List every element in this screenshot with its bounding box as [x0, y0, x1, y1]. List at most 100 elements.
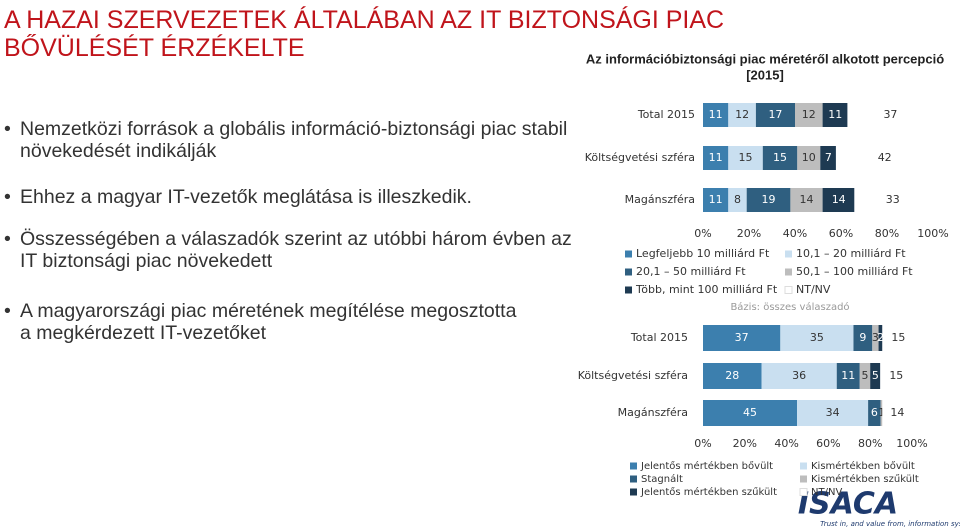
data-label: 9 [859, 331, 866, 344]
data-label: 33 [886, 193, 900, 206]
data-label: 15 [889, 369, 903, 382]
bar-segment [822, 103, 848, 127]
logo-name: ISACA [798, 487, 898, 522]
bullet: Nemzetközi források a globális informáci… [4, 118, 580, 162]
y-tick-label: Magánszféra [618, 406, 688, 419]
bar-segment [822, 188, 855, 212]
bar-segment [746, 188, 791, 212]
x-tick-label: 100% [896, 437, 927, 450]
legend-swatch [784, 286, 793, 294]
data-label: 14 [890, 406, 904, 419]
data-label: 11 [709, 108, 723, 121]
y-tick-label: Total 2015 [637, 108, 695, 121]
data-label: 12 [802, 108, 816, 121]
bar-segment [853, 325, 873, 351]
legend-swatch [800, 475, 807, 483]
bullet-list: Nemzetközi források a globális informáci… [4, 118, 584, 344]
data-label: 7 [825, 151, 832, 164]
legend-swatch [630, 462, 637, 470]
data-label: 45 [743, 406, 757, 419]
data-label: 11 [841, 369, 855, 382]
data-label: 2 [877, 331, 884, 344]
legend-label: Stagnált [641, 473, 683, 485]
bar-segment [880, 362, 913, 390]
legend-label: Több, mint 100 milliárd Ft [635, 283, 778, 296]
bar-segment [703, 325, 781, 351]
data-label: 15 [739, 151, 753, 164]
legend-label: 50,1 – 100 milliárd Ft [796, 265, 913, 278]
legend-label: NT/NV [811, 487, 842, 498]
data-label: 17 [768, 108, 782, 121]
bullet: A magyarországi piac méretének megítélés… [4, 300, 520, 344]
x-tick-label: 20% [737, 227, 761, 240]
legend-swatch [630, 488, 637, 496]
data-label: 8 [734, 193, 741, 206]
bar-segment [872, 325, 879, 351]
bar-segment [820, 146, 837, 170]
bullet: Összességében a válaszadók szerint az ut… [4, 228, 580, 272]
data-label: 15 [773, 151, 787, 164]
bar-segment [755, 103, 795, 127]
bar-segment [859, 363, 871, 389]
data-label: 3 [872, 331, 879, 344]
legend-label: Legfeljebb 10 milliárd Ft [636, 247, 770, 260]
legend-label: 20,1 – 50 milliárd Ft [636, 265, 746, 278]
data-label: 28 [725, 369, 739, 382]
legend-swatch [625, 250, 632, 258]
data-label: 15 [891, 331, 905, 344]
bar-segment [790, 188, 823, 212]
legend-label: Jelentős mértékben szűkült [640, 486, 777, 498]
legend-swatch [785, 250, 792, 258]
bar-segment [728, 103, 756, 127]
data-label: 37 [883, 108, 897, 121]
bar-segment [728, 188, 747, 212]
chart-title: Az információbiztonsági piac méretéről a… [586, 51, 944, 66]
bar-segment [761, 363, 837, 389]
data-label: 11 [828, 108, 842, 121]
data-label: 14 [832, 193, 846, 206]
bar-segment [882, 399, 913, 427]
legend-swatch [625, 268, 632, 276]
legend-label: Jelentős mértékben bővült [640, 460, 773, 472]
x-tick-label: 40% [774, 437, 798, 450]
bar-segment [835, 145, 934, 171]
data-label: 6 [871, 406, 878, 419]
data-label: 42 [878, 151, 892, 164]
data-label: 5 [861, 369, 868, 382]
data-label: 11 [709, 151, 723, 164]
x-tick-label: 20% [733, 437, 757, 450]
data-label: 12 [735, 108, 749, 121]
data-label: 11 [709, 193, 723, 206]
bar-segment [780, 325, 854, 351]
bar-segment [703, 363, 762, 389]
title-line: BŐVÜLÉSÉT ÉRZÉKELTE [4, 34, 305, 62]
data-label: 36 [792, 369, 806, 382]
bar-segment [797, 400, 869, 426]
title-line: A HAZAI SZERVEZETEK ÁLTALÁBAN AZ IT BIZT… [4, 6, 725, 34]
y-tick-label: Total 2015 [630, 331, 688, 344]
legend-swatch [630, 475, 637, 483]
legend-label: Kismértékben szűkült [811, 473, 919, 485]
bar-segment [795, 103, 823, 127]
legend-swatch [799, 488, 808, 496]
legend-swatch [625, 286, 632, 294]
bar-segment [847, 102, 934, 128]
bar-segment [703, 103, 729, 127]
data-label: 1 [878, 406, 885, 419]
legend-label: NT/NV [796, 283, 831, 296]
data-label: 10 [802, 151, 816, 164]
bar-segment [880, 400, 883, 426]
x-tick-label: 0% [694, 227, 711, 240]
chart-title: [2015] [746, 67, 784, 82]
legend-swatch [800, 462, 807, 470]
bar-segment [762, 146, 798, 170]
x-tick-label: 40% [783, 227, 807, 240]
x-tick-label: 0% [694, 437, 711, 450]
bar-segment [797, 146, 821, 170]
data-label: 14 [800, 193, 814, 206]
x-tick-label: 80% [875, 227, 899, 240]
x-tick-label: 80% [858, 437, 882, 450]
y-tick-label: Költségvetési szféra [585, 151, 695, 164]
